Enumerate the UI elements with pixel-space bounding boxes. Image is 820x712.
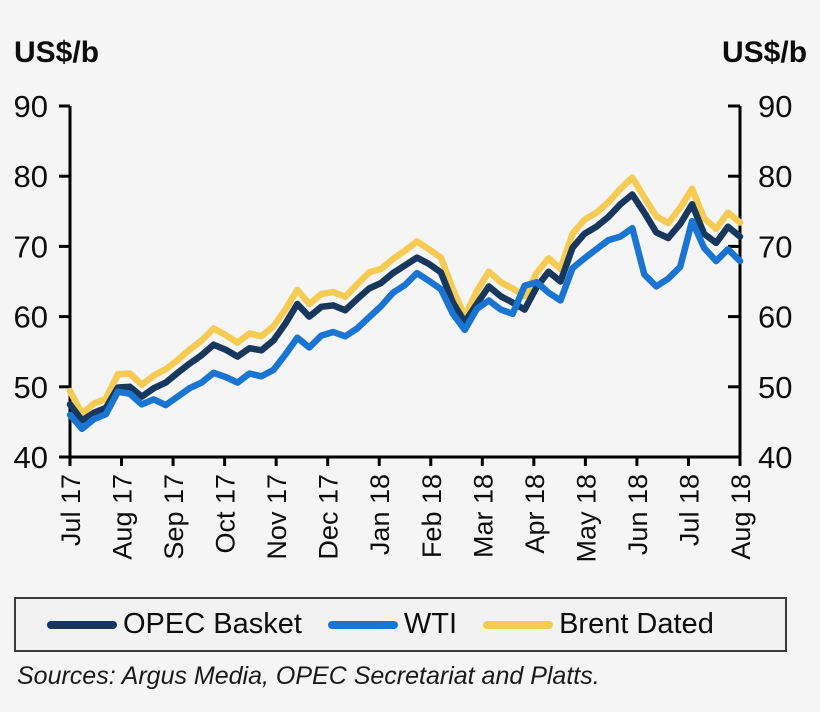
svg-text:Jul 18: Jul 18 <box>674 474 704 546</box>
opec-basket-line-swatch <box>47 620 117 629</box>
svg-text:Jul 17: Jul 17 <box>56 474 86 546</box>
svg-text:Feb 18: Feb 18 <box>417 474 447 558</box>
svg-text:40: 40 <box>758 440 792 475</box>
svg-text:60: 60 <box>14 300 48 335</box>
y-axis-unit-left: US$/b <box>14 36 100 69</box>
legend-label-opec-basket: OPEC Basket <box>123 608 302 640</box>
svg-text:60: 60 <box>758 300 792 335</box>
svg-text:70: 70 <box>14 229 48 264</box>
legend-label-wti: WTI <box>403 608 458 640</box>
wti-line-swatch <box>327 620 398 629</box>
svg-text:Dec 17: Dec 17 <box>314 474 344 560</box>
y-axis-unit-right: US$/b <box>722 36 808 69</box>
svg-text:50: 50 <box>758 370 792 405</box>
legend-item-opec-basket: OPEC Basket <box>47 608 302 641</box>
legend-item-wti: WTI <box>327 608 458 641</box>
svg-text:80: 80 <box>758 159 792 194</box>
svg-text:Jun 18: Jun 18 <box>623 474 653 555</box>
svg-text:Sep 17: Sep 17 <box>159 474 189 560</box>
source-note: Sources: Argus Media, OPEC Secretariat a… <box>17 662 600 690</box>
svg-text:Jan 18: Jan 18 <box>365 474 395 555</box>
chart-legend: OPEC Basket WTI Brent Dated <box>14 597 787 652</box>
price-line-chart: 90 90 80 80 70 70 60 60 50 50 40 40 Jul 17 Aug 17 Sep … <box>14 89 793 563</box>
svg-text:50: 50 <box>14 370 48 405</box>
svg-text:Aug 18: Aug 18 <box>726 474 756 560</box>
svg-text:90: 90 <box>14 89 48 124</box>
legend-label-brent-dated: Brent Dated <box>559 608 714 640</box>
svg-text:Mar 18: Mar 18 <box>468 474 498 558</box>
svg-text:May 18: May 18 <box>571 474 601 563</box>
svg-text:90: 90 <box>758 89 792 124</box>
svg-text:80: 80 <box>14 159 48 194</box>
svg-text:Apr 18: Apr 18 <box>520 474 550 554</box>
svg-text:Aug 17: Aug 17 <box>108 474 138 560</box>
svg-text:Oct 17: Oct 17 <box>211 474 241 554</box>
svg-text:70: 70 <box>758 229 792 264</box>
legend-item-brent-dated: Brent Dated <box>483 608 714 641</box>
svg-text:Nov 17: Nov 17 <box>262 474 292 560</box>
svg-text:40: 40 <box>14 440 48 475</box>
brent-dated-line-swatch <box>483 620 554 629</box>
